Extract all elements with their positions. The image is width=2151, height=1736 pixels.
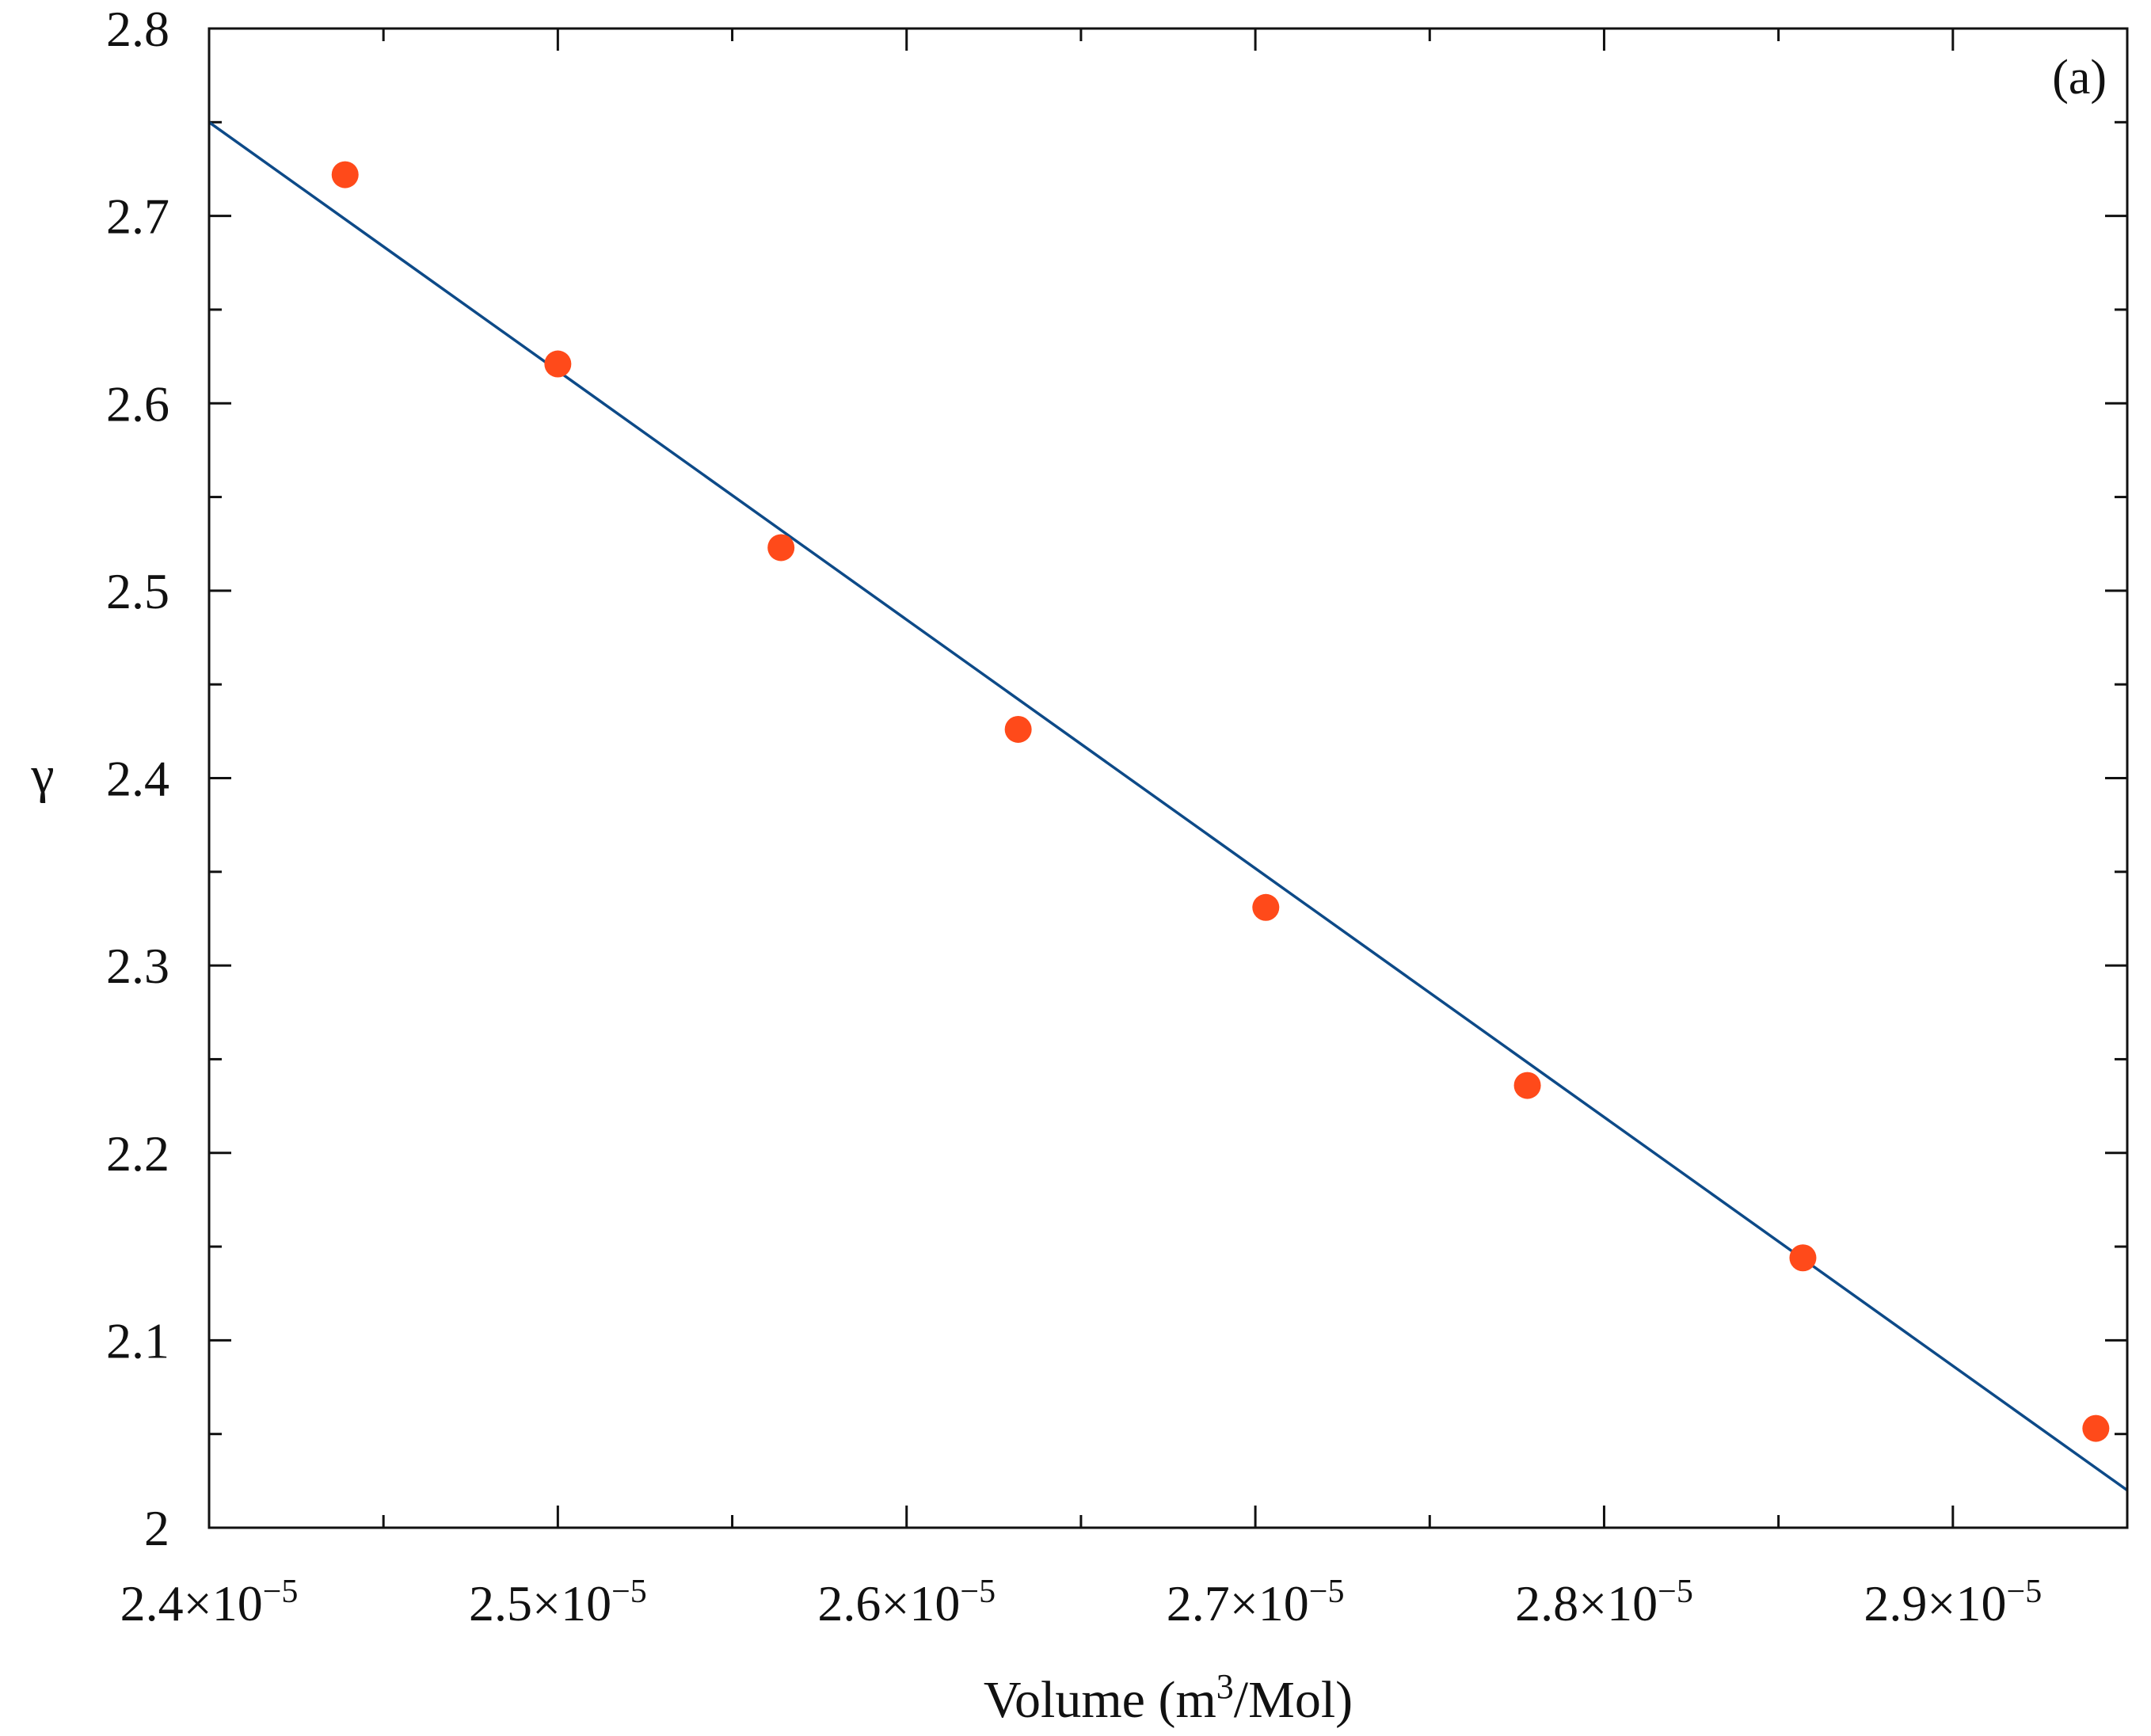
- y-tick-label: 2.1: [106, 1312, 169, 1369]
- x-tick-label-exponent: −5: [2007, 1574, 2042, 1610]
- x-tick-label-multiplier: ×10: [184, 1575, 263, 1631]
- plot-frame: [207, 27, 2129, 1529]
- y-tick-label: 2.7: [106, 188, 169, 245]
- x-axis-label-prefix: Volume (m: [984, 1671, 1216, 1729]
- data-point: [544, 350, 572, 378]
- y-tick-label: 2.4: [106, 751, 169, 807]
- x-tick-label-exponent: −5: [263, 1574, 299, 1610]
- x-axis-label: Volume (m3/Mol): [984, 1667, 1353, 1730]
- x-tick-label-exponent: −5: [960, 1574, 996, 1610]
- y-axis-label: γ: [30, 746, 54, 804]
- x-tick-label-mantissa: 2.5: [469, 1575, 532, 1631]
- y-tick-label: 2.3: [106, 938, 169, 994]
- data-point: [1252, 893, 1280, 921]
- data-point: [331, 161, 359, 188]
- x-tick-label-mantissa: 2.8: [1515, 1575, 1578, 1631]
- y-tick-label: 2.6: [106, 375, 169, 432]
- x-tick-label-multiplier: ×10: [1578, 1575, 1658, 1631]
- y-tick-label: 2.2: [106, 1125, 169, 1182]
- data-point: [767, 534, 795, 562]
- x-axis-label-suffix: /Mol): [1234, 1671, 1353, 1729]
- x-tick-label-mantissa: 2.7: [1167, 1575, 1230, 1631]
- x-tick-label-mantissa: 2.6: [817, 1575, 881, 1631]
- x-tick-label-exponent: −5: [1309, 1574, 1345, 1610]
- x-tick-label-multiplier: ×10: [881, 1575, 960, 1631]
- x-tick-label: 2.6×10−5: [817, 1574, 996, 1631]
- y-tick-label: 2: [144, 1500, 169, 1556]
- fit-line: [207, 120, 2129, 1492]
- x-tick-label-exponent: −5: [1658, 1574, 1693, 1610]
- labels-layer: 2.4×10−5 2.5×10−5 2.6×10−5 2.7×10−5 2.8×10−5…: [106, 1, 2042, 1631]
- x-tick-label-multiplier: ×10: [532, 1575, 611, 1631]
- x-tick-label: 2.7×10−5: [1167, 1574, 1345, 1631]
- ticks-layer: [207, 27, 2127, 1529]
- x-tick-label-mantissa: 2.4: [120, 1575, 184, 1631]
- panel-label: (a): [2052, 51, 2107, 105]
- data-point: [1789, 1244, 1817, 1272]
- x-tick-label: 2.9×10−5: [1864, 1574, 2042, 1631]
- x-tick-label-mantissa: 2.9: [1864, 1575, 1927, 1631]
- x-tick-label-exponent: −5: [611, 1574, 647, 1610]
- y-tick-label: 2.5: [106, 563, 169, 619]
- x-tick-label: 2.4×10−5: [120, 1574, 299, 1631]
- x-tick-label: 2.5×10−5: [469, 1574, 647, 1631]
- y-tick-label: 2.8: [106, 1, 169, 57]
- series-layer: [207, 120, 2129, 1492]
- x-tick-label-multiplier: ×10: [1230, 1575, 1309, 1631]
- data-point: [1004, 715, 1032, 743]
- x-tick-label-multiplier: ×10: [1927, 1575, 2006, 1631]
- x-axis-label-superscript: 3: [1216, 1667, 1234, 1706]
- data-point: [2082, 1414, 2110, 1442]
- x-tick-label: 2.8×10−5: [1515, 1574, 1693, 1631]
- data-point: [1513, 1072, 1541, 1099]
